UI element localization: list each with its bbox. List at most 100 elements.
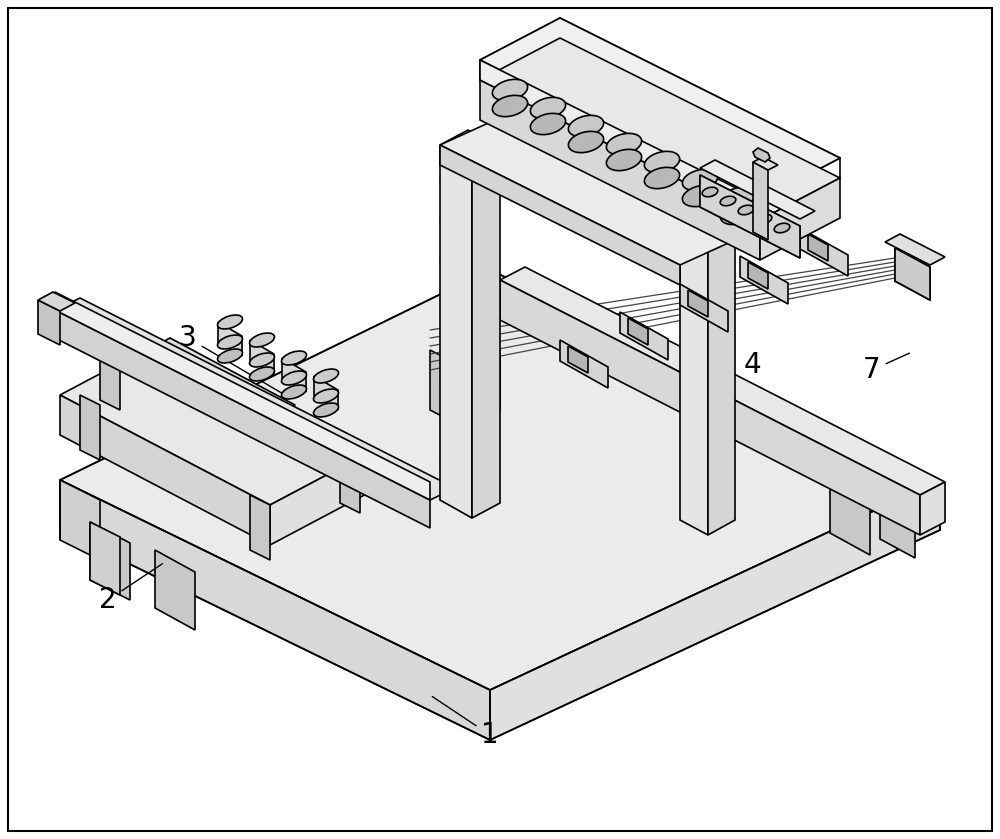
Polygon shape [480,60,760,220]
Polygon shape [753,157,778,170]
Polygon shape [680,284,728,332]
Polygon shape [700,160,815,219]
Polygon shape [282,358,306,392]
Ellipse shape [738,206,754,215]
Ellipse shape [682,169,718,190]
Polygon shape [560,340,608,388]
Polygon shape [440,145,472,518]
Polygon shape [314,376,338,410]
Polygon shape [628,318,648,345]
Polygon shape [60,395,270,545]
Text: 5: 5 [566,44,599,109]
Polygon shape [895,248,930,300]
Polygon shape [895,248,930,300]
Ellipse shape [682,185,718,206]
Polygon shape [60,270,940,690]
Polygon shape [620,312,668,360]
Polygon shape [155,550,195,630]
Ellipse shape [644,167,680,189]
Polygon shape [885,234,945,265]
Ellipse shape [774,223,790,232]
Text: 7: 7 [863,353,909,384]
Polygon shape [800,228,848,276]
Ellipse shape [313,403,339,417]
Ellipse shape [568,116,604,137]
Ellipse shape [702,187,718,197]
Polygon shape [472,148,500,518]
Polygon shape [60,480,490,740]
Polygon shape [120,338,295,432]
Polygon shape [55,292,430,500]
Text: 1: 1 [432,696,499,749]
Polygon shape [90,522,120,595]
Ellipse shape [313,389,339,403]
Polygon shape [340,448,360,513]
Polygon shape [568,346,588,373]
Polygon shape [100,345,120,410]
Polygon shape [60,342,370,505]
Polygon shape [760,178,840,260]
Polygon shape [55,310,430,528]
Ellipse shape [217,335,243,349]
Ellipse shape [281,385,307,399]
Polygon shape [480,80,760,260]
Polygon shape [465,350,500,428]
Ellipse shape [756,214,772,224]
Ellipse shape [217,349,243,363]
Polygon shape [440,145,680,285]
Text: 3: 3 [179,324,283,393]
Ellipse shape [720,196,736,206]
Ellipse shape [249,333,275,347]
Polygon shape [270,452,370,545]
Polygon shape [748,262,768,289]
Polygon shape [880,480,915,558]
Polygon shape [440,130,500,163]
Polygon shape [480,38,840,220]
Ellipse shape [530,113,566,134]
Polygon shape [740,256,788,304]
Ellipse shape [217,315,243,329]
Polygon shape [688,290,708,317]
Text: 4: 4 [702,351,761,423]
Polygon shape [490,480,940,740]
Ellipse shape [249,353,275,367]
Polygon shape [500,280,920,535]
Polygon shape [500,267,945,495]
Polygon shape [700,175,800,258]
Ellipse shape [606,149,642,170]
Polygon shape [55,298,455,500]
Polygon shape [680,225,708,535]
Polygon shape [708,225,735,535]
Polygon shape [808,234,828,261]
Polygon shape [430,350,465,428]
Ellipse shape [568,132,604,153]
Polygon shape [753,162,768,240]
Polygon shape [440,120,735,265]
Ellipse shape [720,187,756,209]
Ellipse shape [606,133,642,154]
Polygon shape [38,300,60,345]
Polygon shape [80,395,100,460]
Ellipse shape [313,369,339,383]
Ellipse shape [281,371,307,385]
Polygon shape [480,18,840,200]
Text: 6: 6 [673,134,743,206]
Polygon shape [38,292,75,311]
Polygon shape [60,480,100,560]
Ellipse shape [530,97,566,118]
Polygon shape [700,175,800,258]
Polygon shape [753,148,770,162]
Polygon shape [250,495,270,560]
Ellipse shape [249,367,275,381]
Ellipse shape [492,96,528,117]
Ellipse shape [720,203,756,225]
Polygon shape [830,472,870,555]
Polygon shape [250,340,274,374]
Ellipse shape [644,151,680,173]
Ellipse shape [492,80,528,101]
Ellipse shape [281,351,307,365]
Polygon shape [920,482,945,535]
Polygon shape [90,522,130,600]
Polygon shape [218,322,242,356]
Text: 2: 2 [99,564,163,614]
